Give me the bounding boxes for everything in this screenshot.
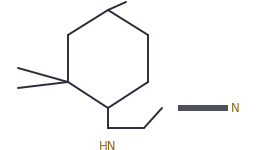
Text: HN: HN xyxy=(99,140,117,150)
Text: N: N xyxy=(231,102,240,114)
